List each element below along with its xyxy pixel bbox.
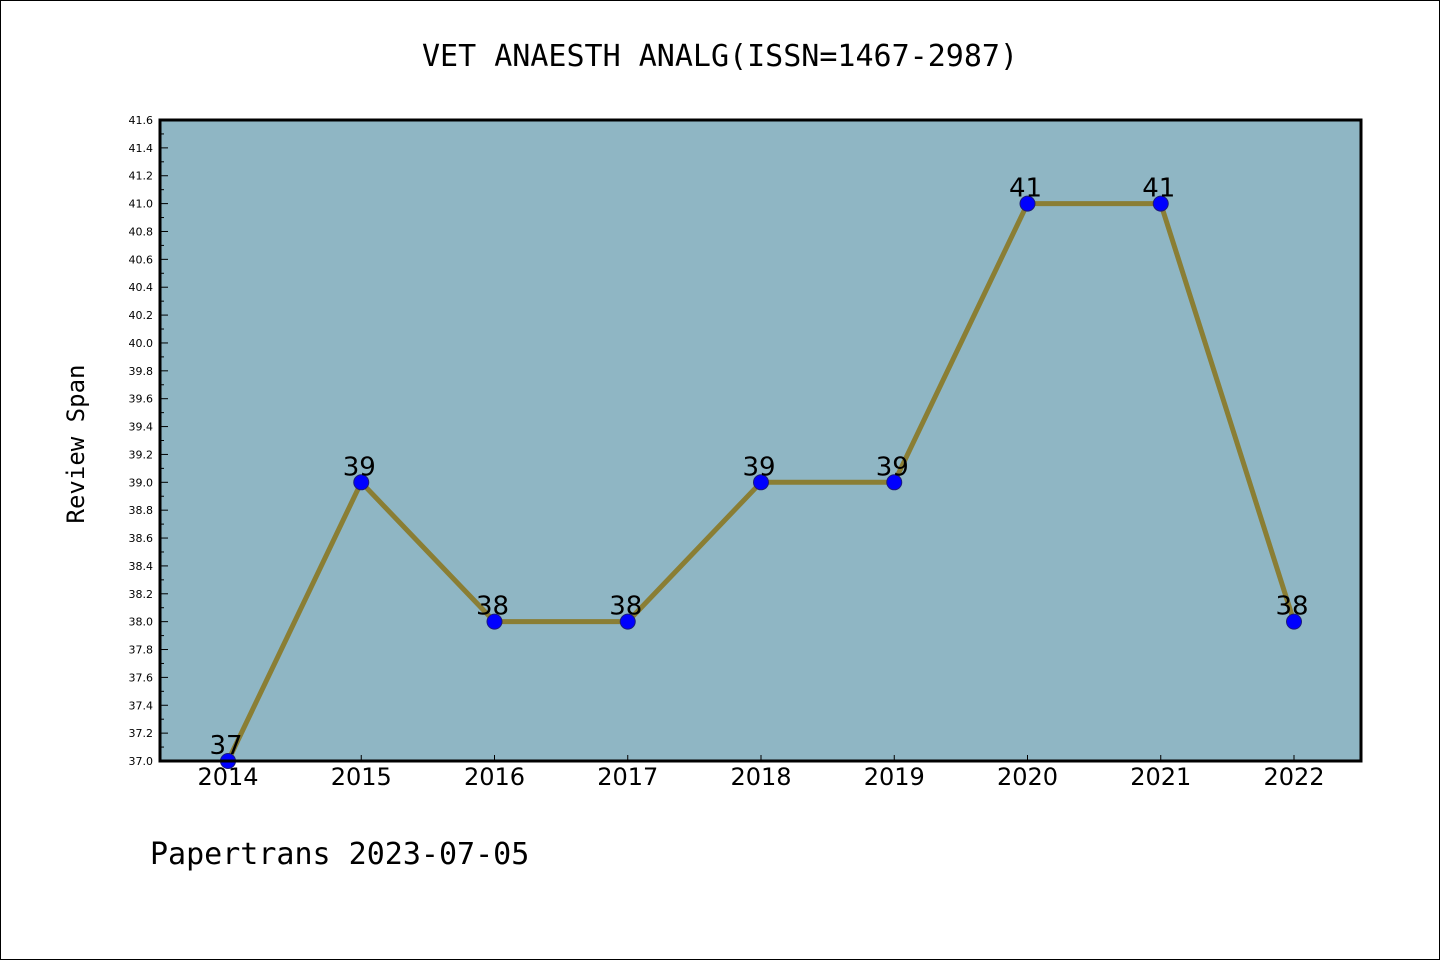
y-tick-label: 37.0: [129, 755, 154, 768]
x-tick-label: 2019: [864, 763, 925, 791]
data-label: 39: [876, 452, 909, 482]
x-tick-label: 2022: [1263, 763, 1324, 791]
y-tick-label: 38.0: [129, 616, 154, 629]
y-tick-label: 40.8: [129, 225, 154, 238]
y-tick-label: 40.2: [129, 309, 154, 322]
footer-watermark: Papertrans 2023-07-05: [150, 837, 529, 872]
data-label: 38: [476, 592, 509, 622]
y-tick-label: 40.0: [129, 337, 154, 350]
data-point-marker: [619, 613, 636, 630]
data-label: 38: [1275, 592, 1308, 622]
x-tick-label: 2017: [597, 763, 658, 791]
y-axis-label: Review Span: [62, 365, 90, 524]
y-tick-label: 38.2: [129, 588, 154, 601]
y-tick-label: 38.8: [129, 504, 154, 517]
chart-title: VET ANAESTH ANALG(ISSN=1467-2987): [422, 39, 1018, 74]
y-tick-label: 40.6: [129, 253, 154, 266]
y-tick-label: 39.8: [129, 365, 154, 378]
y-tick-label: 39.4: [129, 421, 154, 434]
data-label: 41: [1142, 174, 1175, 204]
data-point-marker: [1152, 195, 1169, 212]
series-group: 37 39 38 38 39 39 41 41 38: [209, 174, 1309, 769]
x-axis: 2014 2015 2016 2017 2018 2019 2020 2021 2022: [197, 755, 1325, 791]
y-tick-label: 38.4: [129, 560, 154, 573]
x-tick-label: 2021: [1130, 763, 1191, 791]
y-tick-label: 41.0: [129, 198, 154, 211]
data-point-marker: [753, 474, 769, 491]
y-tick-label: 37.8: [129, 644, 154, 657]
data-label: 38: [609, 592, 642, 622]
y-tick-label: 39.2: [129, 448, 154, 461]
y-tick-label: 38.6: [129, 532, 154, 545]
y-tick-label: 37.2: [129, 727, 154, 740]
x-tick-label: 2018: [730, 763, 791, 791]
y-tick-label: 39.6: [129, 393, 154, 406]
y-tick-label: 41.4: [129, 142, 154, 155]
data-point-marker: [486, 613, 503, 630]
y-tick-label: 37.4: [129, 699, 154, 712]
y-tick-label: 40.4: [129, 281, 154, 294]
plot-area: [160, 120, 1361, 761]
data-point-marker: [886, 474, 903, 491]
data-label: 37: [209, 731, 242, 761]
y-tick-label: 39.0: [129, 476, 154, 489]
y-axis: 37.0 37.2 37.4 37.6 37.8 38.0 38.2 38.4 38.6 38.8…: [129, 114, 168, 768]
y-tick-label: 41.2: [129, 170, 154, 183]
y-tick-label: 37.6: [129, 671, 154, 684]
data-point-marker: [1286, 613, 1302, 630]
data-point-marker: [353, 474, 370, 491]
x-tick-label: 2016: [464, 763, 525, 791]
data-label: 39: [742, 452, 775, 482]
data-point-marker: [1019, 195, 1036, 212]
y-tick-label: 41.6: [129, 114, 154, 127]
x-tick-label: 2015: [331, 763, 392, 791]
data-label: 41: [1009, 174, 1042, 204]
plot-border: [158, 118, 1363, 763]
data-label: 39: [343, 452, 376, 482]
x-tick-label: 2020: [997, 763, 1058, 791]
